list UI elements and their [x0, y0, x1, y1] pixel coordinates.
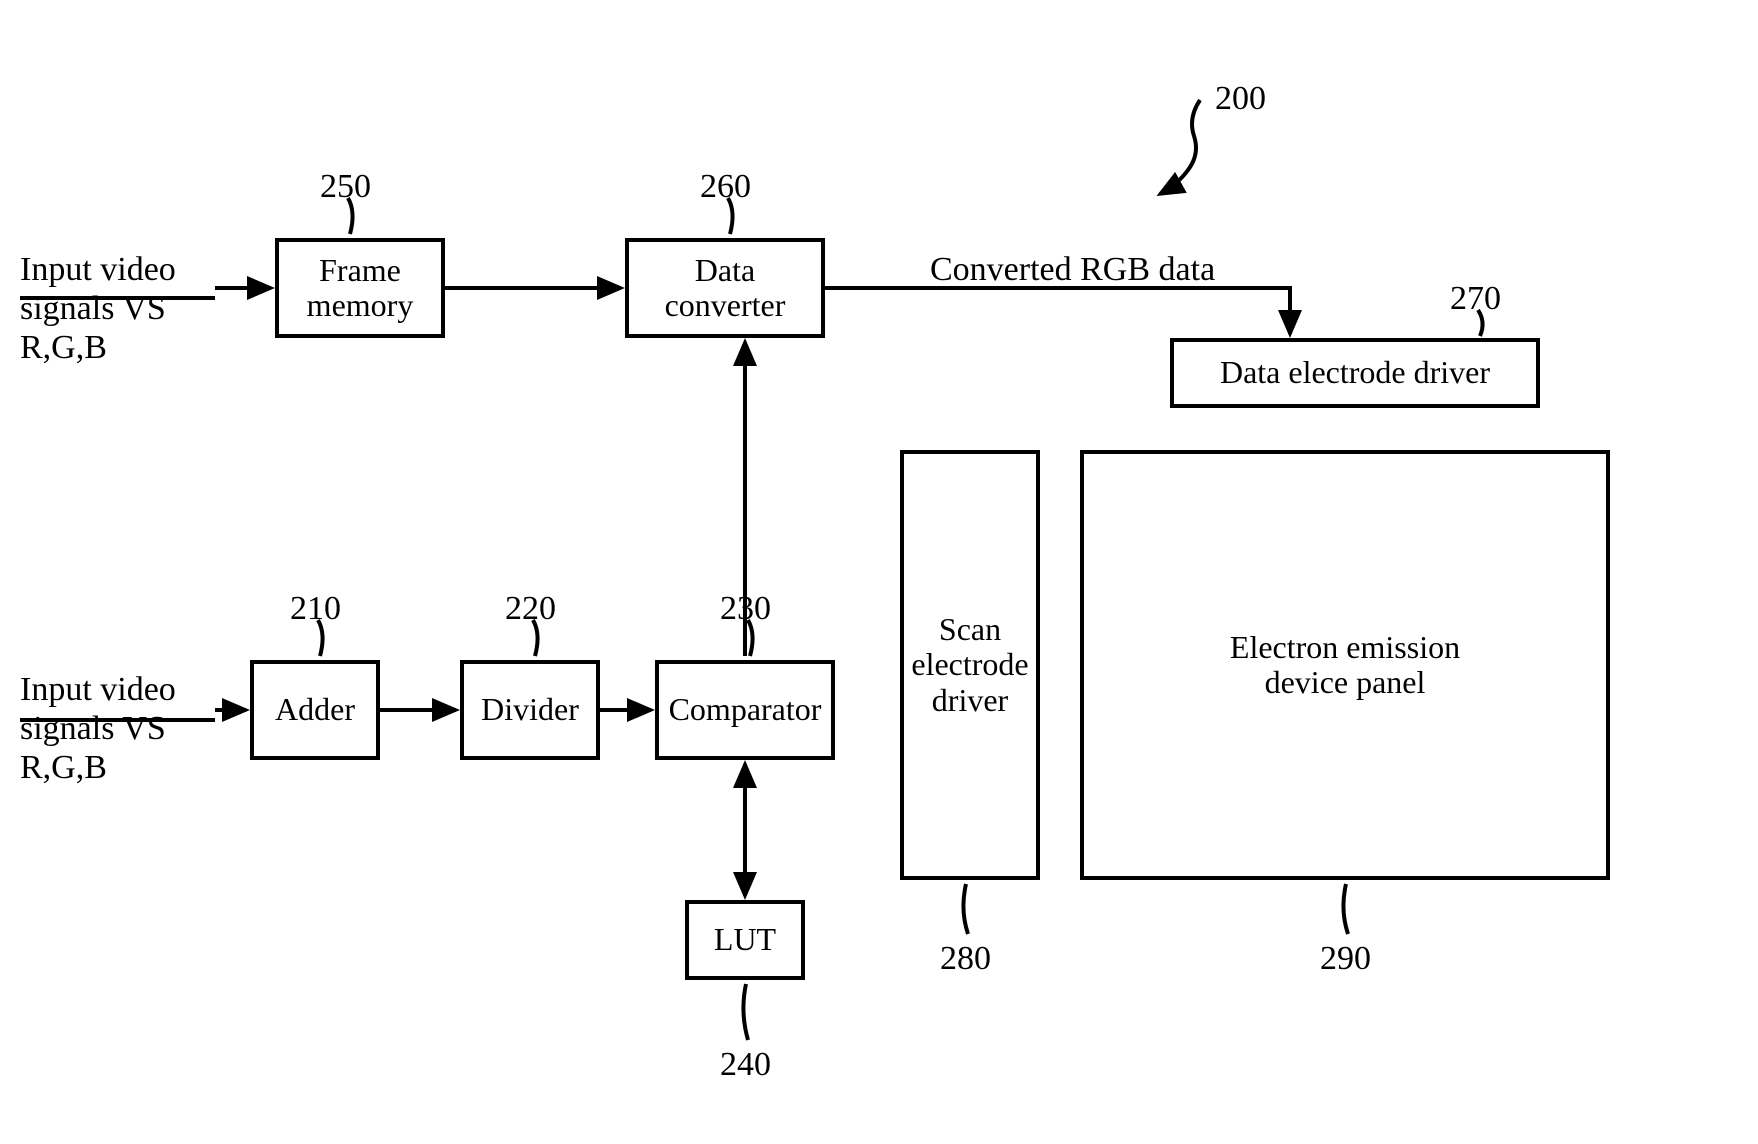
- ref-210: 210: [290, 590, 341, 628]
- signal-label-converted: Converted RGB data: [930, 250, 1215, 289]
- ref-280: 280: [940, 940, 991, 978]
- box-data-converter: Data converter: [625, 238, 825, 338]
- ref-230: 230: [720, 590, 771, 628]
- box-divider: Divider: [460, 660, 600, 760]
- box-comparator: Comparator: [655, 660, 835, 760]
- box-scan-electrode-driver: Scan electrode driver: [900, 450, 1040, 880]
- box-data-electrode-driver: Data electrode driver: [1170, 338, 1540, 408]
- ref-220: 220: [505, 590, 556, 628]
- ref-200: 200: [1215, 80, 1266, 118]
- box-electron-emission-panel: Electron emission device panel: [1080, 450, 1610, 880]
- box-adder: Adder: [250, 660, 380, 760]
- ref-290: 290: [1320, 940, 1371, 978]
- ref-260: 260: [700, 168, 751, 206]
- box-frame-memory: Frame memory: [275, 238, 445, 338]
- ref-250: 250: [320, 168, 371, 206]
- input-label-top: Input video signals VS R,G,B: [20, 250, 220, 367]
- box-lut: LUT: [685, 900, 805, 980]
- diagram-stage: Input video signals VS R,G,B Input video…: [0, 0, 1758, 1144]
- input-label-bottom: Input video signals VS R,G,B: [20, 670, 220, 787]
- ref-240: 240: [720, 1046, 771, 1084]
- ref-270: 270: [1450, 280, 1501, 318]
